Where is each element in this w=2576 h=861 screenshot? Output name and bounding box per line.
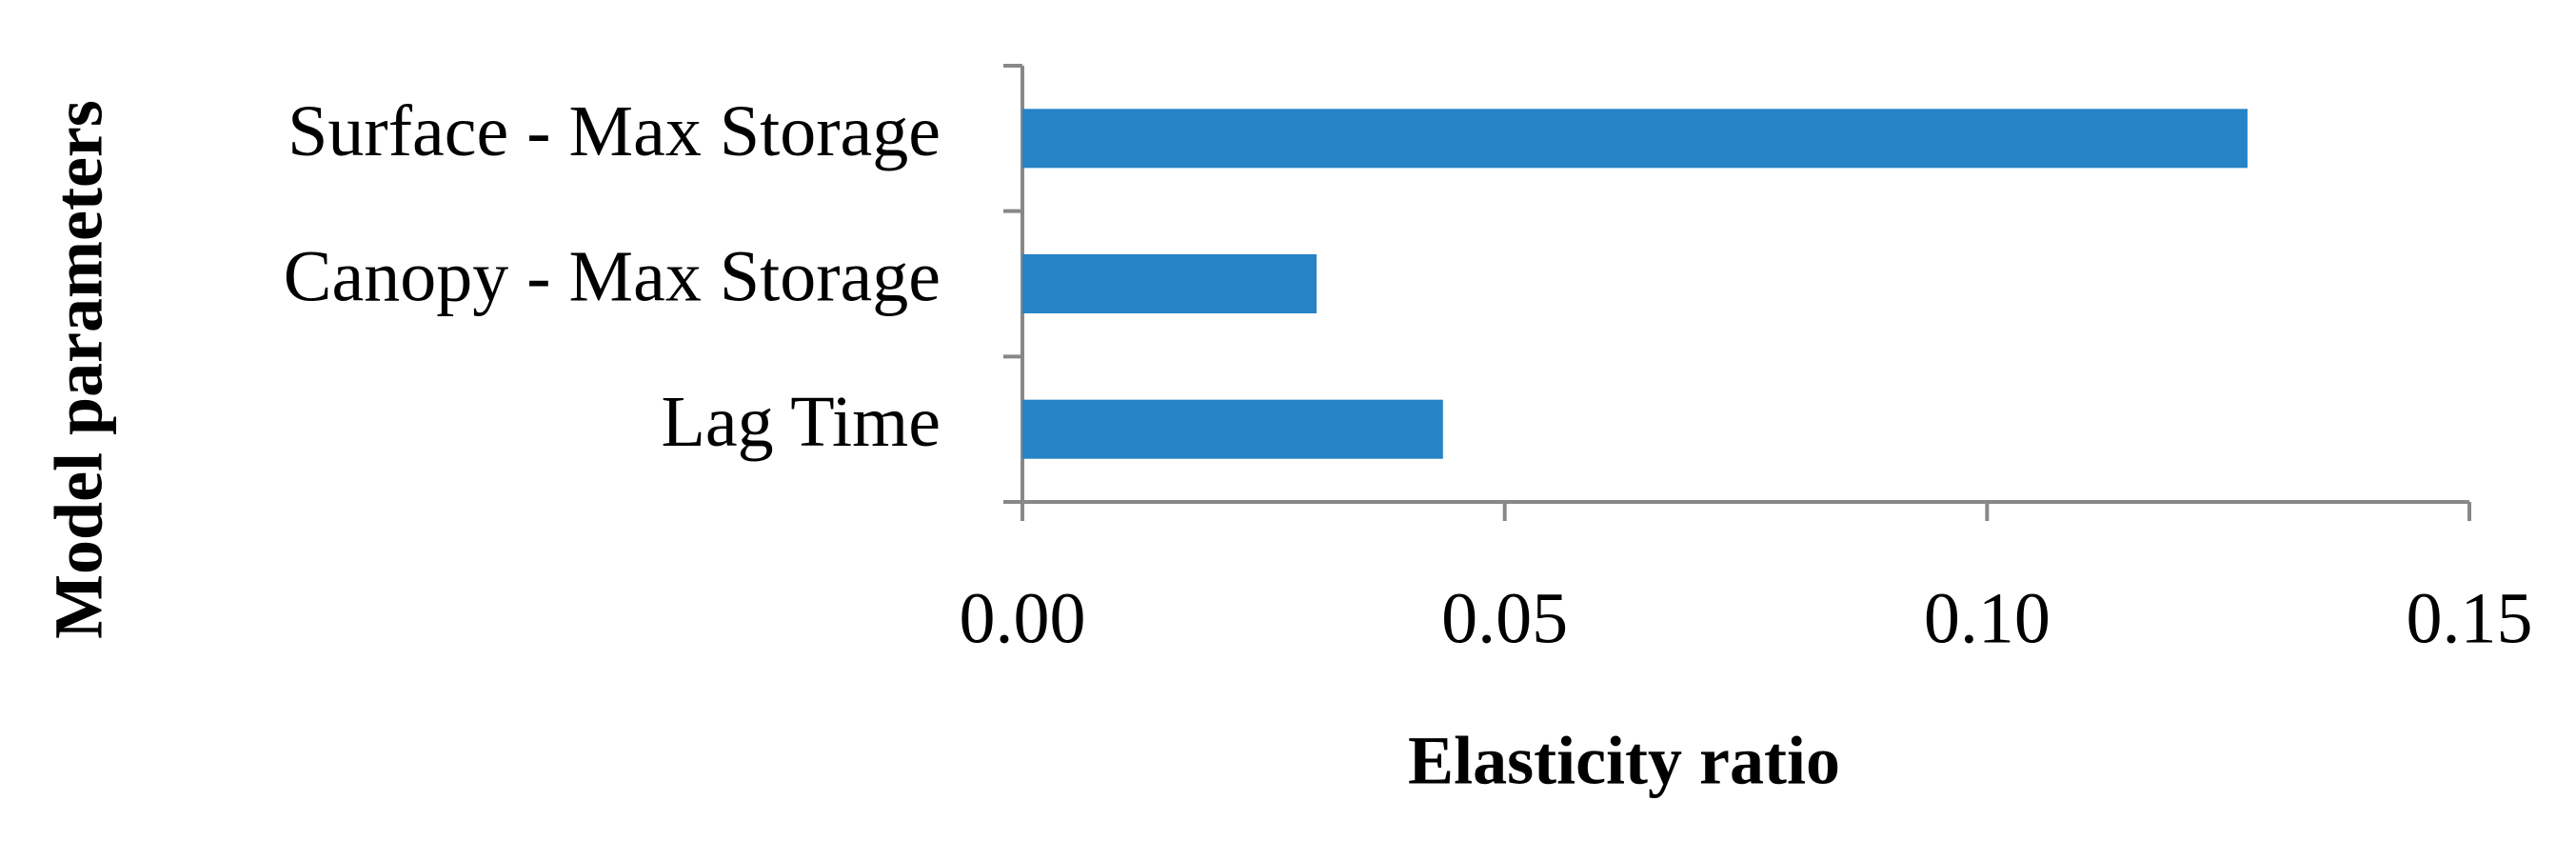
x-tick-label: 0.05 [1441, 578, 1568, 658]
y-tick-label: Surface - Max Storage [287, 91, 941, 171]
bar [1022, 109, 2248, 169]
bar [1022, 254, 1318, 313]
x-tick-label: 0.10 [1924, 578, 2051, 658]
y-axis-label: Model parameters [41, 100, 117, 639]
x-tick-label: 0.15 [2407, 578, 2533, 658]
y-tick-label: Lag Time [662, 382, 941, 462]
bar [1022, 399, 1443, 459]
y-tick-label: Canopy - Max Storage [284, 236, 941, 316]
x-tick-label: 0.00 [960, 578, 1086, 658]
x-axis-label: Elasticity ratio [1408, 723, 1840, 799]
